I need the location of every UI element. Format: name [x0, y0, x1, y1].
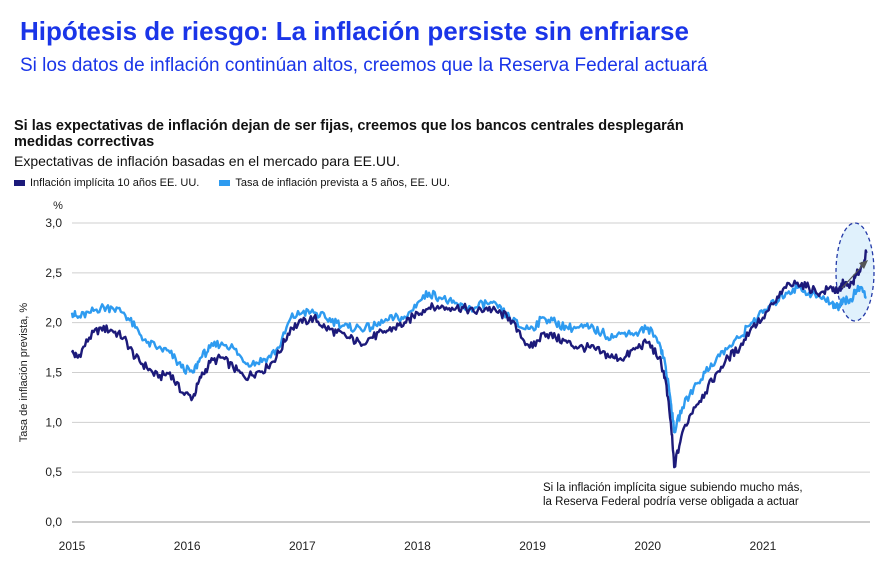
- headline-subtitle: Si los datos de inflación continúan alto…: [20, 55, 708, 76]
- chart-title: Si las expectativas de inflación dejan d…: [14, 118, 684, 150]
- y-tick-label: 1,5: [45, 366, 62, 380]
- chart-legend: Inflación implícita 10 años EE. UU. Tasa…: [14, 177, 450, 189]
- x-tick-label: 2020: [634, 539, 661, 553]
- chart-annotation: Si la inflación implícita sigue subiendo…: [543, 481, 803, 509]
- y-tick-label: 2,5: [45, 266, 62, 280]
- legend-swatch-10y: [14, 180, 25, 186]
- legend-item-5y: Tasa de inflación prevista a 5 años, EE.…: [219, 177, 450, 189]
- x-tick-label: 2018: [404, 539, 431, 553]
- y-tick-label: 2,0: [45, 316, 62, 330]
- series-line-5y: [70, 283, 867, 434]
- y-tick-label: 0,0: [45, 515, 62, 529]
- x-tick-label: 2015: [59, 539, 86, 553]
- y-tick-label: 0,5: [45, 465, 62, 479]
- legend-swatch-5y: [219, 180, 231, 186]
- legend-label-10y: Inflación implícita 10 años EE. UU.: [30, 177, 200, 189]
- legend-item-10y: Inflación implícita 10 años EE. UU.: [14, 177, 199, 189]
- chart-subtitle: Expectativas de inflación basadas en el …: [14, 153, 400, 169]
- series-line-10y: [70, 249, 868, 469]
- annotation-line-2: la Reserva Federal podría verse obligada…: [543, 496, 799, 508]
- y-axis-unit: %: [53, 200, 63, 212]
- x-tick-label: 2017: [289, 539, 316, 553]
- trend-arrow: [841, 263, 865, 289]
- y-tick-label: 3,0: [45, 216, 62, 230]
- y-axis-title: Tasa de inflación prevista, %: [18, 303, 30, 443]
- legend-label-5y: Tasa de inflación prevista a 5 años, EE.…: [235, 177, 450, 189]
- annotation-line-1: Si la inflación implícita sigue subiendo…: [543, 482, 803, 494]
- trend-arrowhead: [859, 260, 868, 269]
- y-tick-label: 1,0: [45, 415, 62, 429]
- headline-title: Hipótesis de riesgo: La inflación persis…: [20, 16, 689, 46]
- x-tick-label: 2021: [750, 539, 777, 553]
- x-tick-label: 2016: [174, 539, 201, 553]
- x-tick-label: 2019: [519, 539, 546, 553]
- highlight-ellipse: [835, 222, 875, 322]
